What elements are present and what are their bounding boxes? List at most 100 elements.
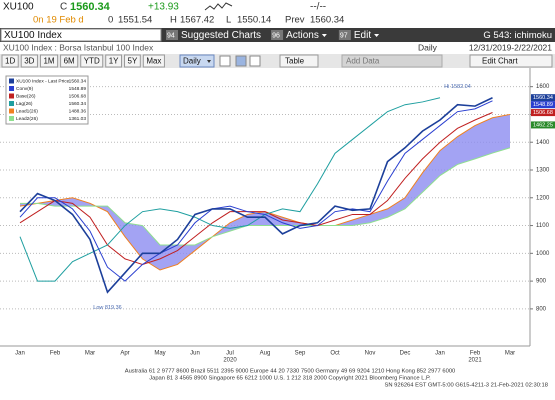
high-label: H [170, 15, 177, 26]
menu-items: 94 Suggested Charts 96 Actions 97 Edit [166, 30, 380, 41]
range-label: YTD [84, 57, 100, 66]
range-button[interactable] [80, 54, 104, 68]
price-tag-label: 1462.25 [533, 122, 553, 128]
open-label: 0 [108, 15, 113, 26]
legend-swatch [9, 116, 14, 121]
period-button[interactable] [179, 54, 215, 68]
security: XU100 Index [4, 30, 62, 41]
annotation: Low 819.36 [93, 305, 121, 311]
legend-label: Lead2(26) [16, 116, 38, 122]
range-button[interactable] [60, 54, 79, 68]
ichimoku-cloud [20, 114, 510, 270]
legend-label: XU100 Index - Last Price [16, 78, 70, 84]
range-label: 1Y [109, 57, 119, 66]
range-label: 1D [5, 57, 15, 66]
series-line [19, 97, 441, 282]
tool-icon[interactable] [249, 55, 261, 67]
price-tag-label: 1548.89 [533, 102, 553, 108]
menu-item[interactable]: Actions [286, 30, 319, 41]
low: 1550.14 [237, 15, 271, 26]
tool-icon[interactable] [219, 55, 231, 67]
range-button[interactable] [124, 54, 141, 68]
x-tick-label: Jan [435, 351, 445, 357]
range-button[interactable] [39, 54, 59, 68]
edit-chart: Edit Chart [482, 57, 518, 66]
footer-line: Japan 81 3 4565 8900 Singapore 65 6212 1… [149, 376, 431, 382]
range-button[interactable] [142, 54, 165, 68]
x-tick-label: Mar [505, 351, 515, 357]
y-tick-label: 1000 [536, 251, 550, 257]
series-line [19, 112, 493, 265]
x-tick-label: Apr [120, 351, 129, 357]
ticker: XU100 [3, 2, 34, 13]
dropdown-icon [321, 34, 327, 37]
range-button[interactable] [105, 54, 123, 68]
y-tick-label: 800 [536, 306, 547, 312]
legend-label: Conv(9) [16, 86, 33, 92]
x-tick-label: May [154, 351, 165, 357]
period: Daily [183, 57, 201, 66]
change: +13.93 [148, 2, 179, 13]
menu-item[interactable]: Edit [354, 30, 371, 41]
chart: 8009001000110012001300140015001600JanFeb… [0, 75, 555, 364]
price-tag [531, 109, 555, 117]
legend-value: 1506.68 [69, 93, 87, 99]
menu-number-badge [271, 30, 284, 40]
range-label: Max [146, 57, 161, 66]
frequency: Daily [418, 42, 438, 52]
tool-icon[interactable] [235, 55, 247, 67]
sparkline-icon [204, 2, 233, 11]
add-data-input[interactable] [341, 54, 443, 68]
menu-number-badge [338, 30, 351, 40]
year-label: 2021 [468, 358, 482, 364]
range-label: 1M [43, 57, 54, 66]
open: 1551.54 [118, 15, 152, 26]
x-tick-label: Oct [330, 351, 340, 357]
y-tick-label: 1300 [536, 168, 550, 174]
high: 1567.42 [180, 15, 214, 26]
security-box[interactable] [0, 28, 162, 42]
menu-number: 94 [167, 32, 175, 39]
legend-value: 1361.03 [69, 116, 87, 122]
table: Table [285, 57, 305, 66]
footer: Australia 61 2 9777 8600 Brazil 5511 239… [125, 369, 548, 389]
legend-value: 1560.34 [69, 78, 87, 84]
range-label: 3D [24, 57, 34, 66]
x-tick-label: Jan [15, 351, 25, 357]
close: 1560.34 [70, 1, 111, 13]
x-tick-label: Nov [365, 351, 376, 357]
edit-chart-button[interactable] [469, 54, 553, 68]
legend-value: 1548.89 [69, 86, 87, 92]
range-label: 6M [64, 57, 75, 66]
low-label: L [226, 15, 231, 26]
range-buttons: 1D 3D 1M 6M YTD 1Y 5Y Max [1, 54, 165, 68]
close-label: C [60, 2, 67, 13]
legend-label: Lag(26) [16, 101, 33, 107]
menu-number: 96 [272, 32, 280, 39]
x-tick-label: Aug [260, 351, 271, 357]
legend-label: Base(26) [16, 93, 36, 99]
footer-line: Australia 61 2 9777 8600 Brazil 5511 239… [125, 369, 456, 375]
y-tick-label: 1600 [536, 84, 550, 90]
price-tag [531, 94, 555, 102]
table-button[interactable] [279, 54, 319, 68]
x-tick-label: Jul [226, 351, 234, 357]
y-tick-label: 1100 [536, 223, 550, 229]
dropdown-icon [207, 60, 211, 63]
x-tick-label: Sep [295, 351, 306, 357]
realtime: --/-- [310, 2, 326, 13]
year-label: 2020 [223, 358, 237, 364]
y-tick-label: 1200 [536, 195, 550, 201]
series-line [19, 97, 493, 294]
legend-swatch [9, 78, 14, 84]
range-button[interactable] [20, 54, 38, 68]
legend-swatch [9, 93, 14, 99]
x-tick-label: Feb [50, 351, 61, 357]
menu-item[interactable]: Suggested Charts [181, 30, 261, 41]
series-line [20, 147, 511, 246]
x-tick-label: Mar [85, 351, 95, 357]
range-button[interactable] [1, 54, 19, 68]
price-tag [531, 101, 555, 109]
function-code: G 543: ichimoku [483, 30, 552, 41]
